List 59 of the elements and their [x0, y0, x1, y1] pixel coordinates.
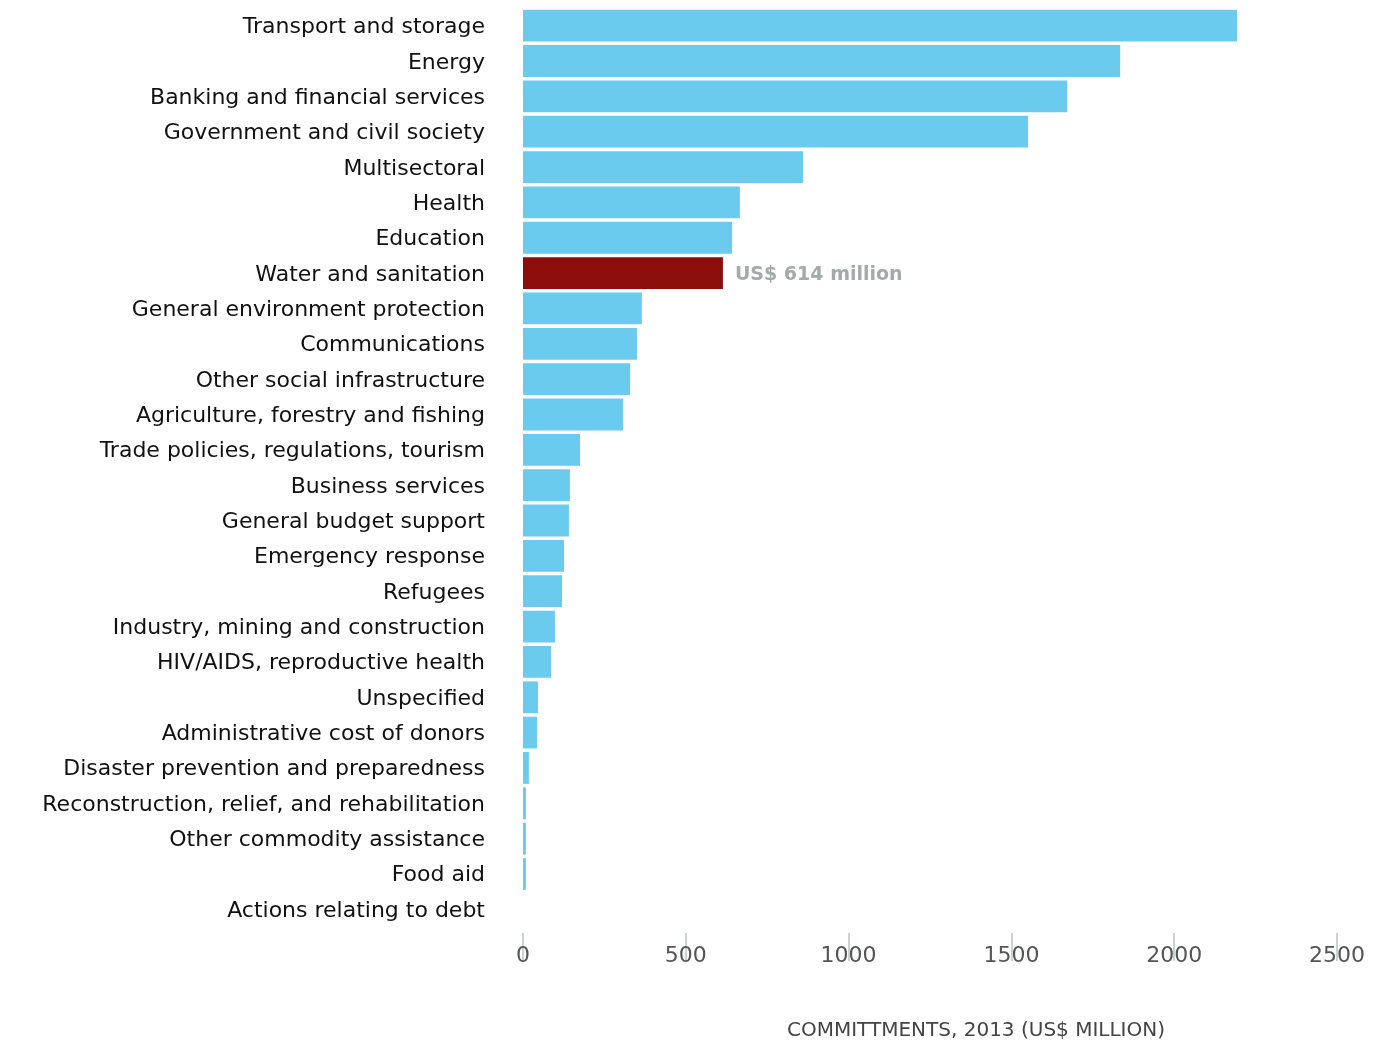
- bar: [523, 186, 740, 219]
- bar: [523, 575, 563, 608]
- bar: [523, 327, 637, 360]
- y-tick-label: Emergency response: [254, 543, 485, 569]
- bar: [523, 433, 580, 466]
- y-tick-label: Administrative cost of donors: [161, 720, 485, 746]
- bar: [523, 9, 1238, 42]
- x-tick-label: 1500: [983, 941, 1040, 967]
- x-tick-label: 2500: [1309, 941, 1365, 967]
- bar: [523, 610, 555, 643]
- y-tick-label: Energy: [407, 48, 485, 74]
- y-tick-label: Industry, mining and construction: [112, 614, 485, 640]
- y-tick-label: Education: [375, 225, 485, 251]
- data-label: US$ 614 million: [734, 262, 903, 285]
- bar: [523, 646, 551, 678]
- bar: [523, 115, 1029, 148]
- y-tick-label: Health: [412, 189, 485, 215]
- y-tick-label: Banking and financial services: [150, 83, 485, 109]
- y-tick-label: Reconstruction, relief, and rehabilitation: [42, 790, 485, 816]
- bar: [523, 257, 723, 289]
- bar: [523, 292, 642, 325]
- x-tick-label: 0: [516, 941, 530, 967]
- y-tick-label: Multisectoral: [343, 154, 485, 180]
- y-tick-label: Unspecified: [356, 684, 485, 710]
- y-tick-label: Food aid: [391, 861, 485, 887]
- y-tick-label: General budget support: [221, 508, 486, 534]
- bar: [523, 787, 526, 820]
- bar: [523, 504, 569, 537]
- x-tick-label: 500: [664, 941, 707, 967]
- y-tick-label: Refugees: [382, 578, 485, 604]
- y-tick-label: General environment protection: [131, 295, 485, 321]
- bar: [523, 80, 1068, 113]
- y-tick-label: Agriculture, forestry and fishing: [135, 401, 485, 427]
- y-tick-label: Actions relating to debt: [227, 896, 486, 922]
- y-tick-label: Business services: [290, 472, 485, 498]
- bar: [523, 45, 1121, 77]
- bar: [523, 681, 538, 714]
- bar: [523, 151, 804, 183]
- y-tick-label: HIV/AIDS, reproductive health: [157, 649, 485, 675]
- y-tick-label: Trade policies, regulations, tourism: [98, 437, 485, 463]
- bar: [523, 858, 526, 890]
- y-tick-label: Communications: [300, 331, 485, 357]
- y-tick-label: Water and sanitation: [255, 260, 485, 286]
- bar: [523, 539, 565, 572]
- y-tick-label: Transport and storage: [241, 13, 485, 39]
- bar: [523, 363, 631, 396]
- y-tick-label: Other commodity assistance: [169, 826, 485, 852]
- y-tick-label: Other social infrastructure: [195, 366, 485, 392]
- bar: [523, 221, 733, 254]
- bar: [523, 716, 537, 749]
- x-tick-label: 1000: [820, 941, 877, 967]
- bar: [523, 398, 623, 431]
- bar: [523, 752, 529, 784]
- y-tick-label: Disaster prevention and preparedness: [63, 755, 485, 781]
- x-axis-title: COMMITTMENTS, 2013 (US$ MILLION): [787, 1017, 1165, 1041]
- bar: [523, 469, 570, 502]
- x-tick-label: 2000: [1146, 941, 1203, 967]
- y-tick-label: Government and civil society: [163, 119, 485, 145]
- bar: [523, 822, 526, 855]
